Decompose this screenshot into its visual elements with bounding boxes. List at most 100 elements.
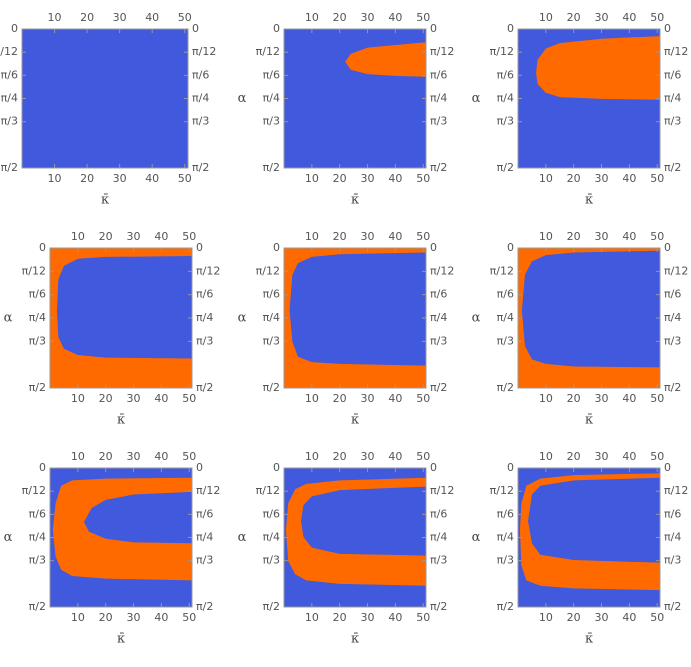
x-tick-label: 50 [650, 11, 664, 24]
y-tick-label: π/2 [497, 600, 514, 613]
x-tick-label: 10 [71, 392, 85, 405]
x-tick-label: 50 [416, 611, 430, 624]
x-tick-label: 20 [99, 230, 113, 243]
x-tick-label: 30 [361, 11, 375, 24]
y-tick-label: π/4 [664, 92, 681, 105]
y-tick-label: π/6 [430, 288, 447, 301]
y-tick-label: π/6 [664, 507, 681, 520]
y-tick-label: π/2 [263, 381, 280, 394]
x-tick-label: 40 [154, 230, 168, 243]
y-tick-label: 0 [664, 461, 671, 474]
y-tick-label: π/4 [192, 92, 209, 105]
y-tick-label: π/6 [664, 68, 681, 81]
x-tick-label: 20 [333, 450, 347, 463]
y-tick-label: 0 [39, 241, 46, 254]
y-tick-label: π/2 [29, 381, 46, 394]
x-axis-label: κ̄ [117, 632, 125, 647]
x-tick-label: 20 [80, 11, 94, 24]
x-tick-label: 20 [80, 172, 94, 185]
x-tick-label: 30 [113, 11, 127, 24]
y-tick-label: π/3 [263, 115, 280, 128]
x-tick-label: 40 [622, 450, 636, 463]
x-axis-label: κ̄ [585, 413, 593, 428]
y-tick-label: π/12 [490, 45, 514, 58]
y-tick-label: π/6 [263, 68, 280, 81]
regions [285, 477, 426, 586]
y-tick-label: π/2 [497, 161, 514, 174]
y-tick-label: π/3 [430, 554, 447, 567]
regions [521, 250, 660, 368]
y-tick-label: π/6 [430, 68, 447, 81]
plot-background [22, 29, 188, 168]
y-tick-label: π/12 [256, 264, 280, 277]
x-axis-label: κ̄ [351, 413, 359, 428]
y-tick-label: π/6 [263, 507, 280, 520]
x-tick-label: 40 [388, 611, 402, 624]
x-tick-label: 50 [650, 392, 664, 405]
y-tick-label: π/3 [430, 334, 447, 347]
x-tick-label: 10 [539, 230, 553, 243]
x-tick-label: 40 [388, 11, 402, 24]
y-tick-label: π/12 [490, 264, 514, 277]
y-tick-label: π/2 [196, 600, 213, 613]
x-axis-label: κ̄ [585, 193, 593, 208]
y-tick-label: 0 [192, 22, 199, 35]
x-tick-label: 20 [333, 172, 347, 185]
y-tick-label: 0 [196, 241, 203, 254]
y-tick-label: π/2 [263, 161, 280, 174]
regions [519, 473, 660, 591]
x-tick-label: 20 [567, 450, 581, 463]
x-tick-label: 50 [650, 450, 664, 463]
x-tick-label: 30 [595, 11, 609, 24]
y-tick-label: π/4 [497, 531, 514, 544]
y-tick-label: 0 [273, 241, 280, 254]
x-tick-label: 30 [595, 230, 609, 243]
y-tick-label: π/6 [263, 288, 280, 301]
y-tick-label: π/12 [192, 45, 216, 58]
y-tick-label: π/6 [196, 288, 213, 301]
y-tick-label: π/6 [430, 507, 447, 520]
y-tick-label: π/4 [263, 92, 280, 105]
x-tick-label: 20 [567, 11, 581, 24]
x-tick-label: 40 [622, 392, 636, 405]
region [536, 36, 660, 100]
y-tick-label: π/12 [490, 484, 514, 497]
y-tick-label: π/2 [664, 161, 681, 174]
y-tick-label: π/3 [192, 115, 209, 128]
y-tick-label: 0 [507, 22, 514, 35]
x-tick-label: 50 [416, 172, 430, 185]
y-tick-label: 0 [430, 22, 437, 35]
x-tick-label: 50 [182, 450, 196, 463]
y-axis-label: α [472, 311, 481, 326]
x-tick-label: 30 [361, 611, 375, 624]
y-tick-label: π/3 [196, 554, 213, 567]
region [56, 256, 192, 359]
x-tick-label: 10 [539, 450, 553, 463]
region [521, 250, 660, 368]
y-tick-label: π/4 [430, 531, 447, 544]
y-tick-label: π/12 [22, 484, 46, 497]
y-tick-label: π/6 [497, 288, 514, 301]
x-tick-label: 50 [650, 611, 664, 624]
x-tick-label: 20 [333, 11, 347, 24]
x-tick-label: 50 [416, 230, 430, 243]
x-tick-label: 30 [127, 392, 141, 405]
y-tick-label: 0 [39, 461, 46, 474]
y-tick-label: 0 [664, 241, 671, 254]
panel: 1010202030304040505000π/12π/12π/6π/6π/4π… [0, 11, 216, 208]
x-tick-label: 20 [567, 611, 581, 624]
y-tick-label: π/4 [29, 311, 46, 324]
x-tick-label: 10 [305, 611, 319, 624]
x-tick-label: 30 [595, 392, 609, 405]
y-tick-label: π/2 [430, 161, 447, 174]
x-tick-label: 20 [567, 392, 581, 405]
y-tick-label: π/2 [664, 600, 681, 613]
x-tick-label: 30 [361, 392, 375, 405]
y-tick-label: π/12 [430, 264, 454, 277]
x-tick-label: 50 [182, 230, 196, 243]
